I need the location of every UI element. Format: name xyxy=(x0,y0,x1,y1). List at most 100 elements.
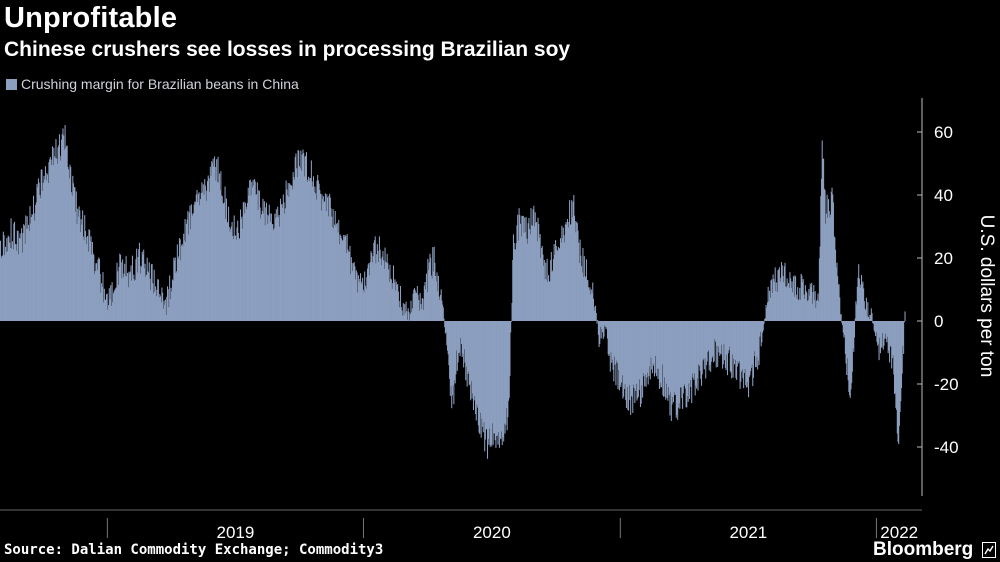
margin-bar xyxy=(658,321,660,389)
margin-bar xyxy=(753,321,755,357)
margin-bar xyxy=(688,321,690,384)
margin-bar xyxy=(76,224,78,321)
margin-bar xyxy=(69,164,71,321)
margin-bar xyxy=(142,254,144,321)
margin-bar xyxy=(693,321,696,374)
margin-bar xyxy=(562,238,564,321)
margin-bar xyxy=(162,308,164,321)
margin-bar xyxy=(845,321,847,364)
margin-bar xyxy=(750,321,752,368)
margin-bar xyxy=(0,257,2,321)
margin-bar xyxy=(758,321,760,366)
margin-bar xyxy=(225,218,227,321)
margin-bar xyxy=(628,321,630,386)
margin-bar xyxy=(195,194,197,321)
margin-bar xyxy=(89,229,91,321)
margin-bar xyxy=(889,321,891,346)
margin-bar xyxy=(586,279,588,321)
margin-bar xyxy=(721,321,723,355)
margin-bar xyxy=(352,271,354,321)
margin-bar xyxy=(423,285,425,321)
margin-bar xyxy=(874,321,876,333)
margin-bar xyxy=(275,209,277,321)
margin-bar xyxy=(741,321,743,370)
margin-bar xyxy=(790,287,792,321)
margin-bar xyxy=(618,321,620,371)
margin-bar xyxy=(72,183,75,321)
margin-bar xyxy=(458,321,460,353)
margin-bar xyxy=(331,227,333,321)
margin-bar xyxy=(98,257,100,321)
margin-bar xyxy=(53,147,55,321)
margin-bar xyxy=(163,300,165,321)
margin-bar xyxy=(207,175,209,321)
margin-bar xyxy=(872,321,874,324)
margin-bar xyxy=(785,287,787,321)
margin-bar xyxy=(250,195,252,321)
margin-bar xyxy=(123,273,125,321)
margin-bar xyxy=(143,268,145,321)
margin-bar xyxy=(380,258,382,321)
margin-bar xyxy=(849,321,851,398)
margin-bar xyxy=(91,254,93,321)
margin-bar xyxy=(583,277,585,321)
margin-bar xyxy=(262,198,264,321)
margin-bar xyxy=(460,321,462,339)
margin-bar xyxy=(786,278,788,321)
margin-bar xyxy=(901,321,903,374)
margin-bar xyxy=(846,321,848,376)
margin-bar xyxy=(627,321,629,410)
margin-bar xyxy=(411,308,413,321)
margin-bar xyxy=(202,184,204,321)
margin-bar xyxy=(31,214,33,321)
margin-bar xyxy=(253,185,255,321)
margin-bar xyxy=(734,321,736,360)
margin-bar xyxy=(668,321,670,387)
margin-bar xyxy=(115,287,117,321)
margin-bar xyxy=(237,232,239,321)
margin-bar xyxy=(132,278,134,321)
margin-bar xyxy=(724,321,726,361)
margin-bar xyxy=(239,209,242,321)
margin-bar xyxy=(29,206,31,321)
margin-bar xyxy=(188,212,190,321)
margin-bar xyxy=(394,279,396,321)
margin-bar xyxy=(779,281,781,321)
margin-bar xyxy=(808,289,810,321)
margin-bar xyxy=(891,321,893,369)
margin-bar xyxy=(383,260,385,321)
margin-bar xyxy=(602,321,604,333)
margin-bar xyxy=(759,321,761,337)
margin-bar xyxy=(482,321,484,433)
margin-bar xyxy=(120,262,122,321)
margin-bar xyxy=(782,275,784,321)
margin-bar xyxy=(777,270,779,321)
margin-bar xyxy=(590,289,592,321)
margin-bar xyxy=(862,281,864,321)
margin-bar xyxy=(816,299,818,321)
margin-bar xyxy=(594,310,596,321)
margin-bar xyxy=(298,150,300,321)
margin-bar xyxy=(124,276,126,321)
margin-bar xyxy=(552,259,554,321)
margin-bar xyxy=(322,199,324,321)
margin-bar xyxy=(430,275,432,321)
margin-bar xyxy=(359,273,362,321)
margin-bar xyxy=(764,318,766,321)
margin-bar xyxy=(379,249,381,321)
margin-bar xyxy=(541,247,543,321)
margin-bar xyxy=(310,178,312,321)
margin-bar xyxy=(539,234,541,321)
margin-bar xyxy=(4,255,6,321)
margin-bar xyxy=(147,271,149,321)
margin-bar xyxy=(284,213,286,321)
margin-bar xyxy=(865,310,867,321)
margin-bar xyxy=(70,167,72,321)
margin-bar xyxy=(57,147,59,321)
margin-bar xyxy=(877,321,879,346)
margin-bar xyxy=(40,169,42,321)
margin-bar xyxy=(783,266,785,321)
margin-bar xyxy=(757,321,759,370)
margin-bar xyxy=(581,272,583,321)
margin-bar xyxy=(178,256,180,321)
